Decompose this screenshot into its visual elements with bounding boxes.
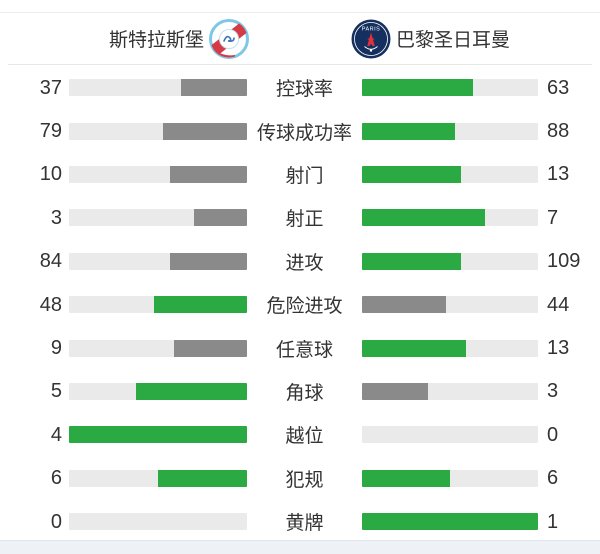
stat-row: 5 角球 3 bbox=[0, 370, 600, 413]
home-team: 斯特拉斯堡 bbox=[8, 13, 299, 64]
home-bar-track bbox=[69, 165, 247, 183]
stat-label: 危险进攻 bbox=[266, 296, 343, 318]
home-bar-fill bbox=[181, 79, 247, 97]
away-bar-fill bbox=[362, 339, 466, 357]
stat-row: 84 进攻 109 bbox=[0, 240, 600, 283]
home-bar-fill bbox=[169, 252, 247, 270]
strasbourg-crest-icon bbox=[209, 18, 249, 59]
home-bar-track bbox=[69, 296, 247, 314]
home-bar-track bbox=[69, 382, 247, 400]
home-bar-fill bbox=[69, 426, 247, 444]
away-bar-track bbox=[362, 252, 538, 270]
home-bar-track bbox=[69, 252, 247, 270]
away-bar-fill bbox=[362, 469, 450, 487]
home-stat-value: 0 bbox=[50, 510, 62, 533]
away-bar-track bbox=[362, 209, 538, 227]
away-stat-value: 6 bbox=[547, 467, 559, 490]
home-stat-value: 9 bbox=[50, 337, 62, 360]
home-bar-fill bbox=[162, 122, 247, 140]
away-bar-track bbox=[362, 339, 538, 357]
stat-label: 越位 bbox=[285, 426, 324, 448]
away-bar-track bbox=[362, 79, 538, 97]
away-stat-value: 7 bbox=[547, 206, 559, 229]
psg-crest-icon: PARIS bbox=[351, 19, 391, 59]
stat-row: 48 危险进攻 44 bbox=[0, 283, 600, 326]
stat-label: 控球率 bbox=[275, 79, 333, 101]
away-stat-value: 0 bbox=[547, 423, 559, 446]
away-team-name: 巴黎圣日耳曼 bbox=[396, 30, 511, 51]
home-bar-fill bbox=[135, 382, 247, 400]
away-bar-fill bbox=[362, 165, 462, 183]
away-bar-fill bbox=[362, 79, 473, 97]
away-stat-value: 109 bbox=[547, 250, 581, 273]
home-stat-value: 48 bbox=[39, 293, 62, 316]
away-bar-track bbox=[362, 122, 538, 140]
away-stat-value: 13 bbox=[547, 337, 570, 360]
home-bar-track bbox=[69, 122, 247, 140]
away-bar-fill bbox=[362, 296, 447, 314]
stat-label: 任意球 bbox=[275, 339, 333, 361]
home-stat-value: 6 bbox=[50, 467, 62, 490]
stat-row: 3 射正 7 bbox=[0, 196, 600, 239]
away-bar-track bbox=[362, 382, 538, 400]
home-stat-value: 79 bbox=[39, 120, 62, 143]
home-bar-track bbox=[69, 469, 247, 487]
stat-row: 0 黄牌 1 bbox=[0, 500, 600, 543]
away-stat-value: 3 bbox=[547, 380, 559, 403]
away-stat-value: 13 bbox=[547, 163, 570, 186]
header: 斯特拉斯堡 PARIS bbox=[8, 13, 592, 65]
home-stat-value: 5 bbox=[50, 380, 62, 403]
stat-label: 角球 bbox=[285, 382, 324, 404]
home-bar-track bbox=[69, 339, 247, 357]
away-stat-value: 63 bbox=[547, 76, 570, 99]
home-bar-track bbox=[69, 209, 247, 227]
away-bar-track bbox=[362, 513, 538, 531]
stat-label: 射正 bbox=[285, 209, 324, 231]
top-divider bbox=[0, 12, 600, 13]
stat-row: 4 越位 0 bbox=[0, 413, 600, 456]
home-stat-value: 4 bbox=[50, 423, 62, 446]
bottom-strip bbox=[0, 540, 600, 554]
stat-row: 79 传球成功率 88 bbox=[0, 109, 600, 152]
away-stat-value: 44 bbox=[547, 293, 570, 316]
home-stat-value: 84 bbox=[39, 250, 62, 273]
away-bar-track bbox=[362, 426, 538, 444]
stat-row: 10 射门 13 bbox=[0, 153, 600, 196]
stat-label: 传球成功率 bbox=[256, 122, 352, 144]
home-bar-track bbox=[69, 426, 247, 444]
away-bar-track bbox=[362, 165, 538, 183]
stat-label: 犯规 bbox=[285, 469, 324, 491]
away-bar-track bbox=[362, 469, 538, 487]
psg-logo-text: PARIS bbox=[362, 26, 381, 32]
home-bar-track bbox=[69, 513, 247, 531]
stat-label: 进攻 bbox=[285, 252, 324, 274]
away-bar-track bbox=[362, 296, 538, 314]
stat-row: 37 控球率 63 bbox=[0, 66, 600, 109]
away-team: PARIS 巴黎圣日耳曼 bbox=[299, 13, 592, 64]
away-bar-fill bbox=[362, 252, 462, 270]
home-bar-fill bbox=[174, 339, 247, 357]
stats-list: 37 控球率 63 79 传球成功率 88 10 射门 13 3 bbox=[0, 66, 600, 543]
stat-label: 黄牌 bbox=[285, 513, 324, 535]
home-bar-fill bbox=[158, 469, 247, 487]
home-bar-fill bbox=[193, 209, 247, 227]
away-bar-fill bbox=[362, 122, 455, 140]
stat-row: 9 任意球 13 bbox=[0, 326, 600, 369]
stat-row: 6 犯规 6 bbox=[0, 457, 600, 500]
stat-label: 射门 bbox=[285, 165, 324, 187]
home-stat-value: 10 bbox=[39, 163, 62, 186]
home-stat-value: 3 bbox=[50, 206, 62, 229]
home-bar-track bbox=[69, 79, 247, 97]
away-stat-value: 88 bbox=[547, 120, 570, 143]
home-stat-value: 37 bbox=[39, 76, 62, 99]
home-team-name: 斯特拉斯堡 bbox=[108, 30, 204, 51]
away-stat-value: 1 bbox=[547, 510, 559, 533]
home-bar-fill bbox=[169, 165, 247, 183]
away-bar-fill bbox=[362, 382, 428, 400]
home-bar-fill bbox=[154, 296, 247, 314]
away-bar-fill bbox=[362, 513, 538, 531]
away-bar-fill bbox=[362, 209, 486, 227]
